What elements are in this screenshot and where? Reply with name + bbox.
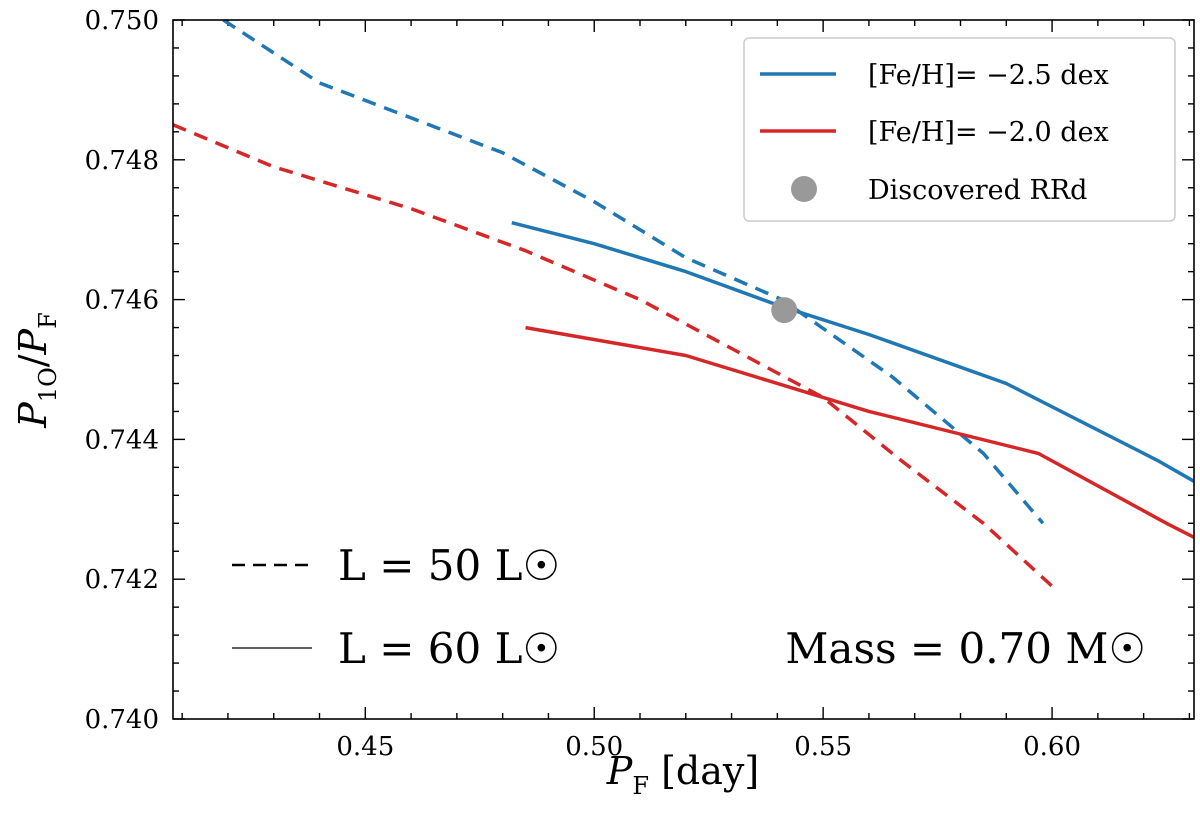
legend-marker-discovered-rrd [791,176,817,202]
x-tick-label: 0.55 [794,732,852,762]
y-tick-label: 0.746 [85,286,159,316]
legend-label-fe-h-2-5: [Fe/H]= −2.5 dex [868,60,1109,91]
series-line-solid-3 [525,325,1194,539]
series-line-solid-1 [511,221,1194,483]
y-axis-title: P1O/PF [11,312,62,429]
x-tick-label: 0.60 [1023,732,1081,762]
axis-tick-labels: 0.45 0.50 0.55 0.60 0.740 0.742 0.744 0.746 0.74… [85,6,1081,762]
y-tick-label: 0.740 [85,705,159,735]
annotation-l-50: L = 50 L☉ [338,541,560,590]
y-tick-label: 0.742 [85,565,159,595]
legend: [Fe/H]= −2.5 dex [Fe/H]= −2.0 dex Discov… [743,37,1176,222]
series-line-dashed-2 [173,123,1054,588]
x-tick-label: 0.50 [565,732,623,762]
points-layer [771,297,798,324]
legend-label-fe-h-2-0: [Fe/H]= −2.0 dex [868,117,1109,148]
y-tick-label: 0.748 [85,146,159,176]
series-layer [173,20,1194,588]
x-tick-label: 0.45 [336,732,394,762]
svg-text:P1O/PF: P1O/PF [11,312,62,429]
series-line-dashed-0 [222,20,1045,525]
legend-box [743,37,1176,222]
axis-ticks [173,19,1194,720]
annotation-mass: Mass = 0.70 M☉ [785,624,1146,673]
x-axis-title: PF [day] [606,749,759,800]
legend-label-discovered-rrd: Discovered RRd [868,175,1087,206]
discovered-rrd-point [771,297,798,324]
y-tick-label: 0.744 [85,425,159,455]
plot-frame [172,19,1195,720]
svg-text:PF [day]: PF [day] [606,749,759,800]
annotation-l-60: L = 60 L☉ [338,624,560,673]
line-style-key: L = 50 L☉ L = 60 L☉ [232,541,560,673]
y-tick-label: 0.750 [85,6,159,36]
